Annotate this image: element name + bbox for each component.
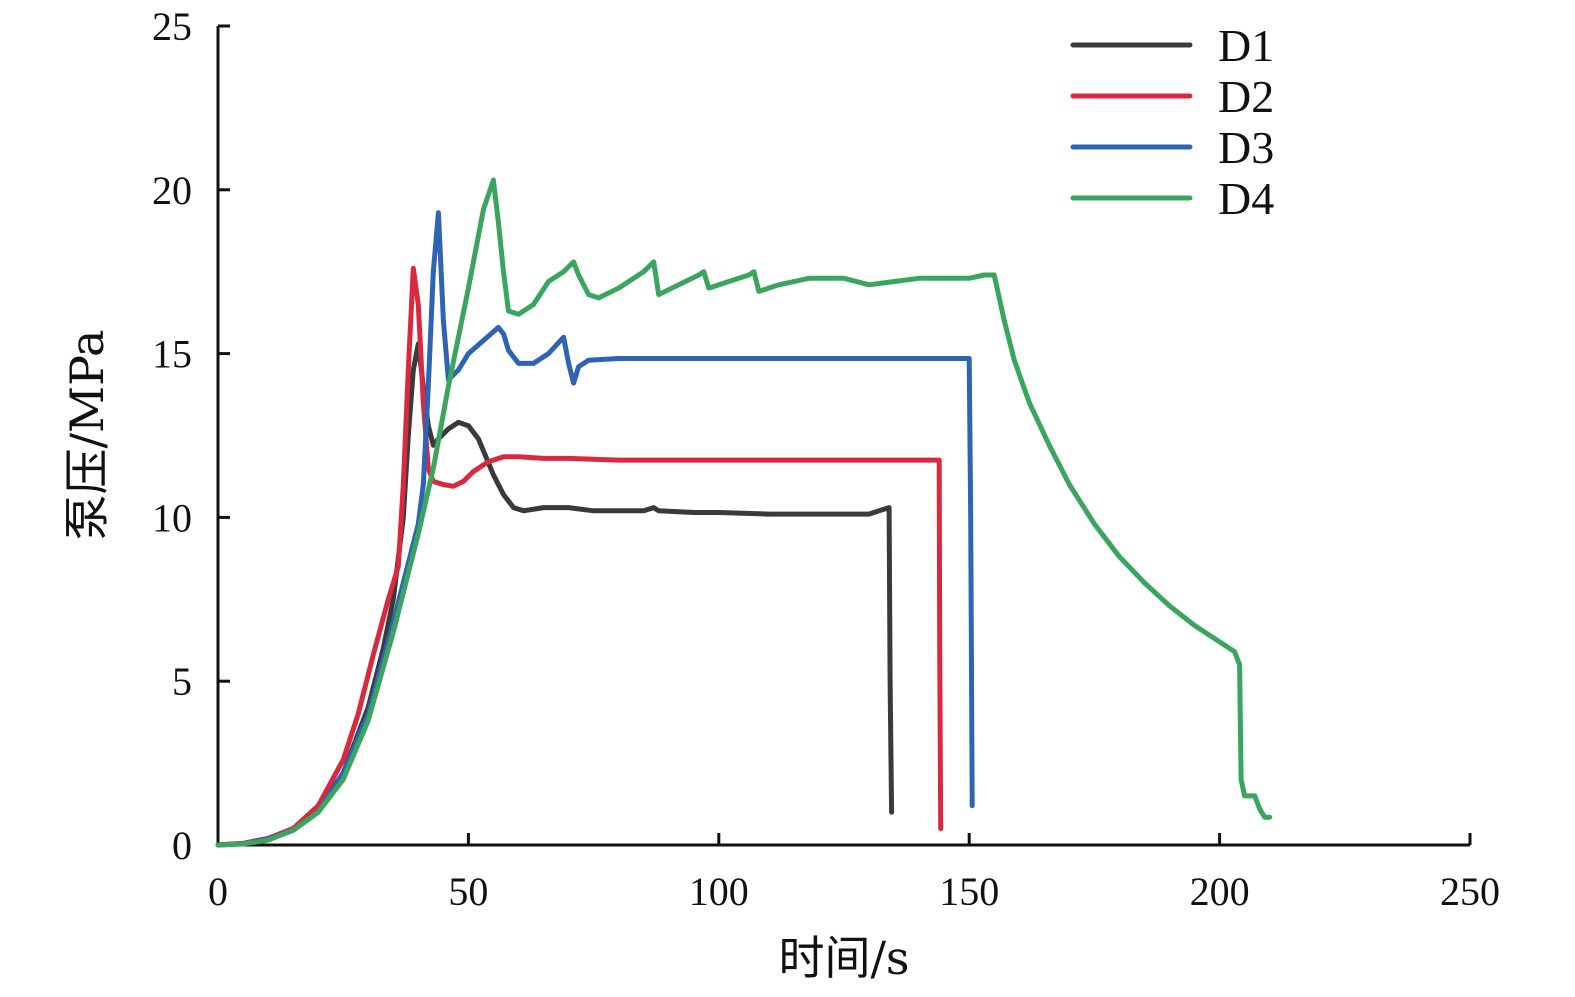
y-tick-label: 0 xyxy=(172,823,192,868)
series-line-d3 xyxy=(215,210,975,848)
y-tick-label: 20 xyxy=(152,168,192,213)
legend-label-d2: D2 xyxy=(1218,71,1274,122)
series-line-d4 xyxy=(215,177,1273,848)
x-tick-label: 0 xyxy=(208,869,228,914)
x-ticks: 0 50 100 150 200 250 xyxy=(208,833,1500,914)
y-tick-label: 10 xyxy=(152,495,192,540)
series-lines xyxy=(215,177,1273,848)
x-tick-label: 250 xyxy=(1440,869,1500,914)
series-line-d1 xyxy=(215,341,895,848)
y-tick-label: 25 xyxy=(152,4,192,49)
plot-area: 0 50 100 150 200 250 0 5 10 15 20 25 xyxy=(152,4,1500,914)
x-tick-label: 50 xyxy=(448,869,488,914)
x-tick-label: 150 xyxy=(939,869,999,914)
series-line-d2 xyxy=(215,265,944,848)
y-tick-label: 15 xyxy=(152,332,192,377)
y-ticks: 0 5 10 15 20 25 xyxy=(152,4,230,868)
y-tick-label: 5 xyxy=(172,659,192,704)
x-tick-label: 100 xyxy=(689,869,749,914)
legend-label-d3: D3 xyxy=(1218,122,1274,173)
x-tick-label: 200 xyxy=(1190,869,1250,914)
legend-label-d4: D4 xyxy=(1218,173,1274,224)
y-axis-title: 泵压/MPa xyxy=(60,330,114,541)
x-axis-title: 时间/s xyxy=(778,931,909,985)
legend-label-d1: D1 xyxy=(1218,20,1274,71)
